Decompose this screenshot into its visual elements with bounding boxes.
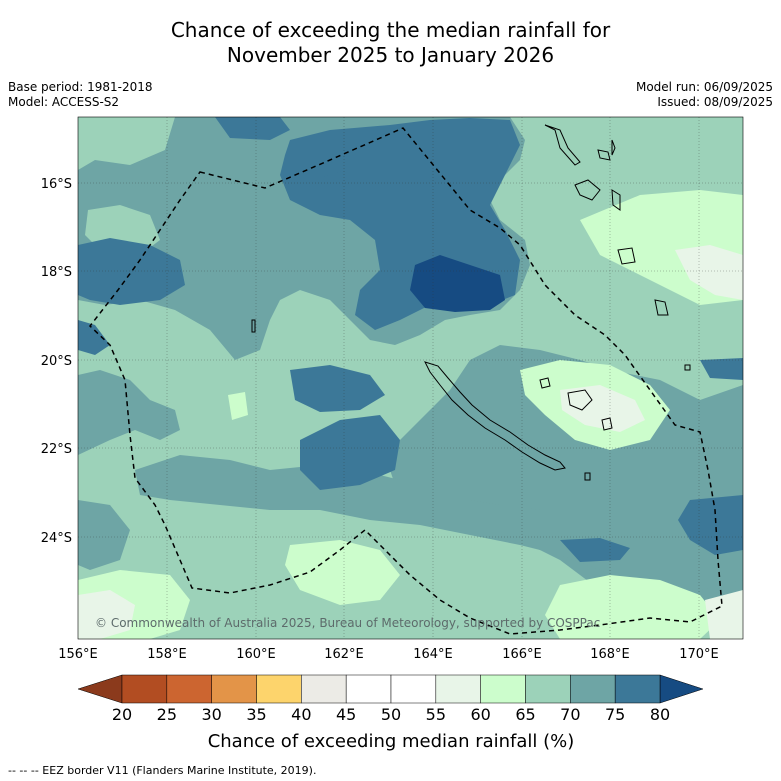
model-name: Model: ACCESS-S2: [8, 95, 120, 109]
region-65-70: [78, 117, 743, 639]
region-75-80: [78, 238, 185, 305]
colorbar-tick-label: 55: [426, 705, 446, 724]
colorbar-tick-label: 70: [560, 705, 580, 724]
colorbar-under-arrow: [77, 674, 123, 704]
colorbar-tick-label: 75: [605, 705, 625, 724]
lon-tick: 168°E: [590, 647, 630, 662]
region-55-60: [675, 245, 743, 300]
loyalty-islands: [539, 377, 613, 431]
colorbar-tick-label: 80: [650, 705, 670, 724]
colorbar-segment: [525, 674, 571, 704]
region-55-60: [560, 385, 645, 432]
colorbar-segment: [480, 674, 526, 704]
colorbar-tick-label: 60: [470, 705, 490, 724]
rainfall-map: © Commonwealth of Australia 2025, Bureau…: [78, 117, 743, 639]
colorbar-segment: [435, 674, 481, 704]
region-55-60: [78, 590, 135, 639]
lon-tick: 164°E: [413, 647, 453, 662]
region-75-80: [700, 358, 743, 380]
issued-date: Issued: 08/09/2025: [657, 95, 773, 109]
colorbar-segment: [211, 674, 257, 704]
map-frame: [77, 116, 744, 640]
colorbar: 20 25 30 35 40 45 50 55 60 65 70 75 80 Chance of exc…: [77, 674, 704, 752]
colorbar-tick-label: 25: [157, 705, 177, 724]
colorbar-tick-label: 30: [201, 705, 221, 724]
region-60-65: [545, 575, 720, 639]
region-65-70: [78, 117, 175, 170]
lat-tick: 18°S: [41, 265, 72, 280]
latitude-labels: 16°S 18°S 20°S 22°S 24°S: [41, 177, 72, 546]
lon-tick: 160°E: [236, 647, 276, 662]
meta-right: Model run: 06/09/2025 Issued: 08/09/2025: [636, 80, 773, 110]
base-period: Base period: 1981-2018: [8, 80, 153, 94]
lon-tick: 166°E: [502, 647, 542, 662]
lat-tick: 24°S: [41, 531, 72, 546]
lat-tick: 16°S: [41, 177, 72, 192]
colorbar-tick-label: 65: [515, 705, 535, 724]
small-islands: [251, 319, 691, 481]
region-55-60: [705, 590, 743, 639]
title-line-1: Chance of exceeding the median rainfall …: [170, 18, 611, 42]
colorbar-segment: [121, 674, 168, 704]
lat-tick: 20°S: [41, 354, 72, 369]
colorbar-tick-label: 35: [246, 705, 266, 724]
eez-border: [88, 127, 723, 635]
colorbar-segment: [256, 674, 302, 704]
copyright-text: © Commonwealth of Australia 2025, Bureau…: [95, 616, 600, 630]
region-60-65: [285, 540, 400, 605]
lat-tick: 22°S: [41, 442, 72, 457]
colorbar-over-arrow: [659, 674, 704, 704]
region-60-65: [228, 392, 248, 420]
title-line-2: November 2025 to January 2026: [226, 43, 555, 67]
lon-tick: 162°E: [324, 647, 364, 662]
colorbar-segment: [166, 674, 212, 704]
model-run: Model run: 06/09/2025: [635, 80, 773, 94]
region-above-80: [410, 255, 505, 312]
region-75-80: [300, 415, 400, 490]
region-75-80: [290, 365, 385, 412]
colorbar-segment: [390, 674, 437, 704]
colorbar-segment: [570, 674, 616, 704]
region-70-75: [78, 500, 130, 570]
region-75-80: [678, 495, 743, 555]
lon-tick: 170°E: [679, 647, 719, 662]
region-75-80: [78, 320, 110, 355]
eez-footnote: -- -- -- EEZ border V11 (Flanders Marine…: [8, 764, 317, 777]
lon-tick: 156°E: [58, 647, 98, 662]
colorbar-tick-label: 40: [291, 705, 311, 724]
colorbar-tick-label: 20: [112, 705, 132, 724]
colorbar-title: Chance of exceeding median rainfall (%): [208, 731, 575, 752]
colorbar-tick-label: 50: [381, 705, 401, 724]
colorbar-segment: [345, 674, 392, 704]
new-caledonia-island: [424, 361, 566, 471]
graticule: [78, 117, 743, 639]
chart-title: Chance of exceeding the median rainfall …: [0, 18, 781, 68]
region-75-80: [560, 538, 630, 562]
colorbar-segment: [614, 674, 661, 704]
colorbar-segment: [301, 674, 347, 704]
longitude-labels: 156°E 158°E 160°E 162°E 164°E 166°E 168°…: [58, 647, 719, 662]
lon-tick: 158°E: [147, 647, 187, 662]
region-75-80: [215, 117, 290, 140]
meta-left: Base period: 1981-2018 Model: ACCESS-S2: [8, 80, 153, 110]
colorbar-tick-label: 45: [336, 705, 356, 724]
